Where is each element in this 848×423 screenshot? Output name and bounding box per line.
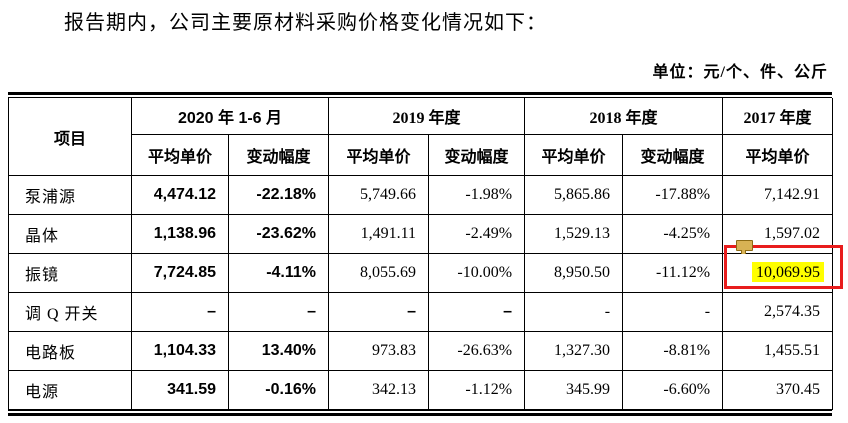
table-row: 调 Q 开关 – – – – - - 2,574.35 [8, 292, 834, 332]
cell-value: 973.83 [328, 331, 429, 371]
column-header-2020: 2020 年 1-6 月 [131, 98, 329, 135]
table-row: 振镜 7,724.85 -4.11% 8,055.69 -10.00% 8,95… [8, 253, 834, 293]
cell-value: 8,950.50 [524, 253, 624, 293]
header-period-row: 项目 2020 年 1-6 月 2019 年度 2018 年度 2017 年度 [8, 98, 834, 176]
highlighted-cell: 10,069.95 [722, 253, 834, 293]
cell-value: 5,865.86 [524, 175, 624, 215]
subheader-2018-avg: 平均单价 [524, 134, 624, 176]
cell-value: -8.81% [622, 331, 724, 371]
column-header-item: 项目 [8, 98, 132, 176]
cell-value: – [427, 292, 526, 332]
cell-value: 1,138.96 [131, 214, 229, 254]
table-row: 泵浦源 4,474.12 -22.18% 5,749.66 -1.98% 5,8… [8, 175, 834, 215]
row-label: 电源 [8, 370, 132, 410]
cell-value: 345.99 [524, 370, 624, 410]
cell-value: 1,327.30 [524, 331, 624, 371]
cell-value: – [131, 292, 229, 332]
cell-value: 1,529.13 [524, 214, 624, 254]
materials-price-table: 项目 2020 年 1-6 月 2019 年度 2018 年度 2017 年度 … [8, 92, 834, 416]
cell-value: – [328, 292, 429, 332]
highlighted-value: 10,069.95 [752, 262, 825, 282]
cell-value: -6.60% [622, 370, 724, 410]
table-row: 晶体 1,138.96 -23.62% 1,491.11 -2.49% 1,52… [8, 214, 834, 254]
cell-value: 1,104.33 [131, 331, 229, 371]
column-header-2017: 2017 年度 [722, 98, 834, 135]
comment-note-stem [741, 250, 746, 254]
table-row: 电源 341.59 -0.16% 342.13 -1.12% 345.99 -6… [8, 370, 834, 410]
cell-value: -2.49% [427, 214, 526, 254]
cell-value: 7,142.91 [722, 175, 834, 215]
subheader-2018-chg: 变动幅度 [622, 134, 724, 176]
row-label: 泵浦源 [8, 175, 132, 215]
cell-value: -23.62% [228, 214, 329, 254]
subheader-2020-chg: 变动幅度 [228, 134, 329, 176]
cell-value: 8,055.69 [328, 253, 429, 293]
table-bottom-rule [8, 410, 832, 416]
cell-value: -10.00% [427, 253, 526, 293]
cell-value: -11.12% [622, 253, 724, 293]
row-label: 调 Q 开关 [8, 292, 132, 332]
section-intro-text: 报告期内，公司主要原材料采购价格变化情况如下： [64, 12, 547, 34]
table-top-rule [8, 92, 832, 98]
cell-value: -26.63% [427, 331, 526, 371]
row-label: 电路板 [8, 331, 132, 371]
cell-value: -17.88% [622, 175, 724, 215]
cell-value: 1,491.11 [328, 214, 429, 254]
cell-value: – [228, 292, 329, 332]
cell-value: 7,724.85 [131, 253, 229, 293]
column-header-2019: 2019 年度 [327, 98, 526, 135]
cell-value: -1.12% [427, 370, 526, 410]
cell-value: -4.25% [622, 214, 724, 254]
row-label: 振镜 [8, 253, 132, 293]
cell-value: - [622, 292, 724, 332]
subheader-2017-avg: 平均单价 [722, 134, 834, 176]
cell-value: 5,749.66 [328, 175, 429, 215]
cell-value: 13.40% [228, 331, 329, 371]
cell-value: 4,474.12 [131, 175, 229, 215]
cell-value: 370.45 [722, 370, 834, 410]
header-measure-row: 平均单价 变动幅度 平均单价 变动幅度 平均单价 变动幅度 平均单价 [9, 134, 834, 176]
table-row: 电路板 1,104.33 13.40% 973.83 -26.63% 1,327… [8, 331, 834, 371]
cell-value: -4.11% [228, 253, 329, 293]
row-label: 晶体 [8, 214, 132, 254]
cell-value: -22.18% [228, 175, 329, 215]
subheader-2020-avg: 平均单价 [131, 134, 229, 176]
unit-note: 单位：元/个、件、公斤 [652, 64, 828, 81]
cell-value: 1,455.51 [722, 331, 834, 371]
price-table: 项目 2020 年 1-6 月 2019 年度 2018 年度 2017 年度 … [8, 98, 834, 410]
cell-value: 2,574.35 [722, 292, 834, 332]
cell-value: -0.16% [228, 370, 329, 410]
cell-value: 341.59 [131, 370, 229, 410]
subheader-2019-chg: 变动幅度 [427, 134, 526, 176]
cell-value: -1.98% [427, 175, 526, 215]
cell-value: - [524, 292, 624, 332]
cell-value: 342.13 [328, 370, 429, 410]
column-header-2018: 2018 年度 [524, 98, 724, 135]
subheader-2019-avg: 平均单价 [328, 134, 429, 176]
comment-note-icon [736, 240, 753, 254]
